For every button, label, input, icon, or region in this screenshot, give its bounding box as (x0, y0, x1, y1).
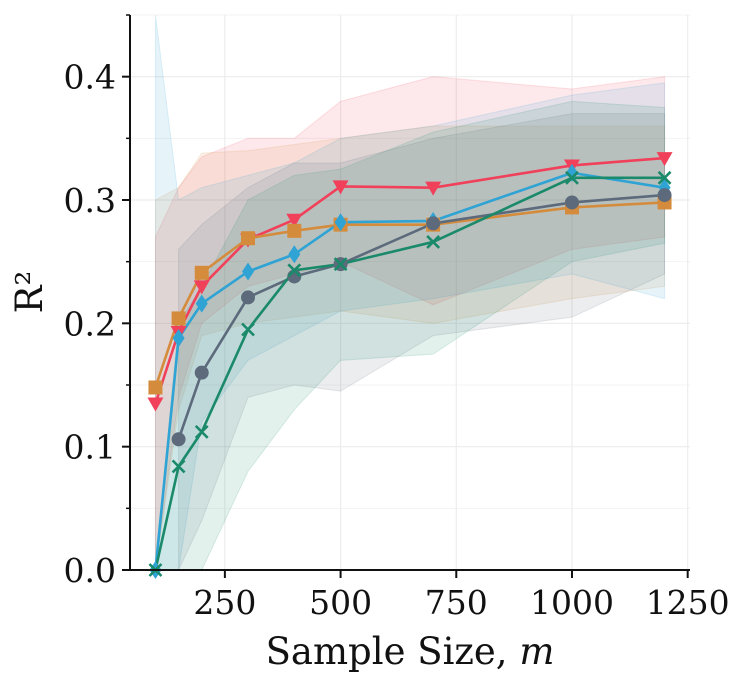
band-blue-diamond (154, 14, 666, 571)
marker-red-triangle (193, 280, 210, 295)
x-tick-label: 250 (193, 583, 256, 622)
marker-red-triangle (286, 213, 303, 228)
marker-green-x (194, 424, 209, 439)
marker-orange-square (241, 231, 256, 246)
series-markers (147, 152, 673, 579)
x-tick-label: 1000 (530, 583, 614, 622)
marker-blue-diamond (195, 294, 208, 313)
band-orange-square (154, 125, 666, 571)
marker-red-triangle (147, 397, 164, 412)
x-tick-label: 1250 (646, 583, 730, 622)
marker-blue-diamond (172, 329, 185, 348)
grid (130, 14, 690, 571)
y-tick-label: 0.2 (64, 304, 116, 343)
marker-green-x-stroke (287, 263, 302, 278)
marker-green-x-stroke (171, 459, 186, 474)
marker-gray-circle (657, 188, 672, 203)
marker-green-x (171, 459, 186, 474)
marker-gray-circle (171, 432, 186, 447)
marker-green-x (657, 170, 672, 185)
y-tick-label: 0.3 (64, 181, 116, 220)
tick-labels: 0.0 0.1 0.2 0.3 0.4 250 500 750 1000 1250 (64, 58, 730, 622)
y-tick-label: 0.4 (64, 58, 116, 97)
x-tick-label: 750 (425, 583, 488, 622)
y-tick-label: 0.0 (64, 551, 116, 590)
marker-green-x-stroke (194, 424, 209, 439)
marker-orange-square (194, 265, 209, 280)
line-gray-circle (177, 193, 665, 440)
marker-green-x-stroke (241, 322, 255, 337)
marker-blue-diamond (334, 213, 347, 232)
x-tick-label: 500 (309, 583, 372, 622)
marker-green-x (287, 263, 302, 278)
marker-red-triangle (656, 152, 673, 167)
band-red-triangle (154, 76, 666, 571)
marker-blue-diamond (242, 262, 255, 281)
marker-red-triangle (425, 181, 442, 196)
marker-green-x-stroke (657, 170, 672, 185)
marker-gray-circle (564, 195, 579, 210)
marker-green-x-stroke (333, 257, 348, 272)
marker-green-x (241, 322, 255, 337)
confidence-bands (154, 14, 666, 571)
marker-red-triangle (332, 180, 349, 195)
marker-gray-circle (241, 290, 256, 305)
marker-green-x-stroke (565, 170, 579, 185)
marker-blue-diamond (288, 245, 301, 264)
band-green-x (154, 100, 666, 571)
axes (122, 14, 690, 578)
marker-orange-square (287, 223, 302, 238)
marker-orange-square (148, 380, 163, 395)
marker-blue-diamond (565, 163, 578, 182)
x-axis-label: Sample Size, m (266, 630, 555, 673)
y-tick-label: 0.1 (64, 428, 116, 467)
marker-green-x (565, 170, 579, 185)
marker-green-x-stroke (426, 235, 441, 249)
marker-orange-square (171, 311, 186, 326)
marker-green-x (333, 257, 348, 272)
y-axis-label: R² (8, 271, 51, 314)
marker-green-x (426, 235, 441, 249)
marker-gray-circle (426, 216, 441, 231)
marker-gray-circle (194, 365, 209, 380)
